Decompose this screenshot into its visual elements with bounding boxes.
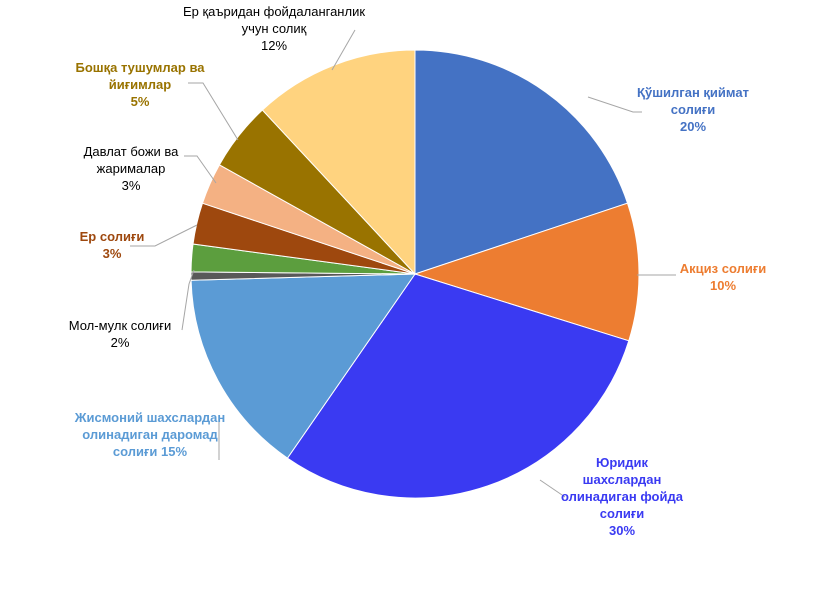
slice-other-label-line: Бошқа тушумлар ва	[76, 60, 206, 75]
slice-personal-income-label-line: олинадиган даромад	[82, 427, 218, 442]
slice-land-leader-line	[130, 224, 198, 247]
slice-personal-income-label-line: Жисмоний шахслардан	[74, 410, 225, 425]
slice-state-duty-label-line: Давлат божи ва	[84, 144, 180, 159]
slice-corporate-profit-label-line: Юридик	[596, 455, 649, 470]
slice-personal-income-label-line: солиғи 15%	[113, 444, 188, 459]
slice-vat	[414, 49, 629, 275]
slice-corporate-profit-label: Юридик шахслардан олинадиган фойда солиғи 30…	[561, 455, 684, 538]
slice-subsoil-leader-line	[331, 29, 356, 71]
slice-other-label-line: йиғимлар	[109, 77, 171, 92]
slice-vat-label: Қўшилган қиймат солиғи 20%	[637, 85, 749, 134]
slice-excise-label-line: Акциз солиғи	[680, 261, 766, 276]
slice-vat-leader-line	[587, 96, 642, 113]
slice-excise	[413, 202, 640, 342]
slice-subsoil-label-line: учун солиқ	[242, 21, 307, 36]
slice-corporate-profit	[286, 273, 630, 499]
leaders-layer	[130, 29, 676, 498]
slice-vat-label-line: Қўшилган қиймат	[637, 85, 749, 100]
slice-subsoil-label: Ер қаъридан фойдаланганлик учун солиқ 12%	[183, 4, 365, 53]
labels-layer: Қўшилган қиймат солиғи 20% Акциз солиғи 10% Ю…	[69, 4, 766, 538]
slice-corporate-profit-leader-line	[539, 479, 566, 498]
slice-corporate-profit-label-line: олинадиган фойда	[561, 489, 684, 504]
slice-subsoil-label-line: Ер қаъридан фойдаланганлик	[183, 4, 365, 19]
slice-excise-label: Акциз солиғи 10%	[680, 261, 766, 293]
slice-corporate-profit-label-line: шахслардан	[583, 472, 662, 487]
slice-vat-label-line: 20%	[680, 119, 706, 134]
slice-state-duty-leader-line	[184, 155, 217, 184]
slice-excise-label-line: 10%	[710, 278, 736, 293]
slice-state-duty-label-line: 3%	[122, 178, 141, 193]
slice-other-label-line: 5%	[131, 94, 150, 109]
slice-property-leader-line	[181, 269, 195, 331]
slice-state-duty-label-line: жарималар	[97, 161, 166, 176]
slice-state-duty-label: Давлат божи ва жарималар 3%	[84, 144, 180, 193]
slice-other-leader-line	[188, 82, 239, 141]
slice-subsoil	[261, 49, 416, 276]
slice-land-label-line: Ер солиғи	[80, 229, 145, 244]
slice-corporate-profit-label-line: солиғи	[600, 506, 645, 521]
slice-other-label: Бошқа тушумлар ва йиғимлар 5%	[76, 60, 206, 109]
slices-layer	[190, 49, 640, 499]
slice-land-label: Ер солиғи 3%	[80, 229, 145, 261]
slice-corporate-profit-label-line: 30%	[609, 523, 635, 538]
slice-personal-income	[190, 273, 416, 459]
slice-property-label-line: Мол-мулк солиғи	[69, 318, 171, 333]
slice-personal-income-label: Жисмоний шахслардан олинадиган даромад сол…	[74, 410, 225, 459]
slice-property-label: Мол-мулк солиғи 2%	[69, 318, 171, 350]
slice-land-label-line: 3%	[103, 246, 122, 261]
slice-subsoil-label-line: 12%	[261, 38, 287, 53]
slice-property-label-line: 2%	[111, 335, 130, 350]
slice-vat-label-line: солиғи	[671, 102, 716, 117]
